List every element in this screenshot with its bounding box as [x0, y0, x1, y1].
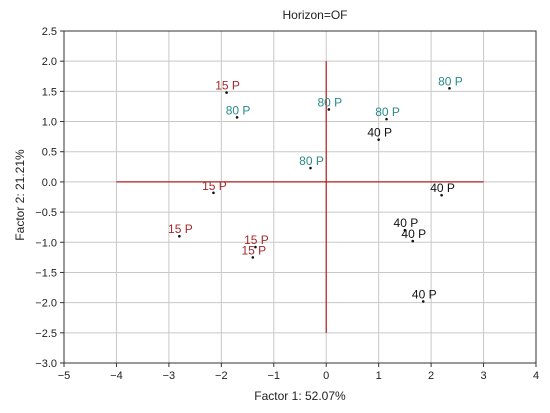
- gridlines: [63, 30, 537, 364]
- plot-frame: [63, 30, 537, 364]
- data-point-label: 40 P: [412, 287, 437, 301]
- x-tick-label: 1: [376, 370, 382, 382]
- y-tick-label: −2.0: [35, 298, 57, 310]
- data-point: [309, 166, 312, 170]
- data-point-label: 80 P: [318, 95, 343, 109]
- y-tick-label: −1.0: [35, 237, 57, 249]
- data-point-label: 80 P: [375, 105, 400, 119]
- x-tick-label: 4: [533, 370, 539, 382]
- y-tick-label: 1.0: [42, 117, 57, 129]
- data-point: [448, 87, 451, 90]
- data-point: [327, 108, 331, 111]
- data-point-label: 15 P: [168, 222, 193, 236]
- y-tick-label: −1.5: [35, 267, 57, 279]
- data-point: [403, 228, 407, 232]
- y-tick-label: −0.5: [35, 207, 57, 219]
- data-point: [225, 91, 228, 94]
- data-point: [377, 138, 380, 141]
- x-tick-label: 3: [480, 370, 486, 382]
- data-point-label: 15 P: [241, 243, 266, 257]
- y-axis-ticks: 2.5 2.0 1.5 1.0 0.5 0.0 −0.5 −1.0 −1.5 −2.0 −2.5 −3…: [35, 26, 64, 370]
- y-tick-label: 2.0: [42, 56, 57, 68]
- data-point: [212, 191, 215, 195]
- data-point-label: 80 P: [299, 154, 324, 168]
- y-tick-label: 2.5: [42, 26, 57, 38]
- data-point-label: 40 P: [367, 126, 392, 140]
- data-points: 15 P15 P15 P15 P15 P80 P80 P80 P80 P80 P…: [168, 74, 463, 303]
- data-point: [235, 116, 239, 119]
- data-point-label: 80 P: [226, 103, 251, 117]
- data-point: [421, 300, 425, 303]
- data-point: [440, 193, 443, 197]
- y-axis-label: Factor 2: 21.21%: [13, 149, 27, 241]
- data-point-label: 40 P: [401, 227, 426, 241]
- x-tick-label: −3: [163, 370, 176, 382]
- x-axis-ticks: −5 −4 −3 −2 −1 0 1 2 3 4: [58, 363, 539, 382]
- data-point: [178, 234, 181, 238]
- data-point-label: 40 P: [394, 216, 419, 230]
- data-point-label: 40 P: [430, 181, 455, 195]
- data-point-label: 15 P: [215, 79, 240, 93]
- y-tick-label: −3.0: [35, 358, 57, 370]
- y-tick-label: 0.5: [42, 147, 57, 159]
- x-tick-label: −4: [110, 370, 123, 382]
- x-tick-label: −5: [58, 370, 71, 382]
- y-tick-label: 1.5: [42, 86, 57, 98]
- x-tick-label: 0: [323, 370, 329, 382]
- y-tick-label: −2.5: [35, 328, 57, 340]
- data-point-label: 15 P: [202, 179, 227, 193]
- x-axis-label: Factor 1: 52.07%: [254, 389, 346, 403]
- data-point: [385, 117, 388, 121]
- x-tick-label: −1: [268, 370, 281, 382]
- data-point: [251, 256, 255, 259]
- data-point-label: 80 P: [438, 74, 463, 88]
- y-tick-label: 0.0: [42, 177, 57, 189]
- chart-title: Horizon=OF: [282, 8, 347, 22]
- data-point-label: 15 P: [244, 233, 269, 247]
- data-point: [254, 245, 257, 249]
- x-tick-label: 2: [428, 370, 434, 382]
- data-point: [411, 239, 415, 243]
- x-tick-label: −2: [215, 370, 228, 382]
- reference-lines: [116, 61, 484, 333]
